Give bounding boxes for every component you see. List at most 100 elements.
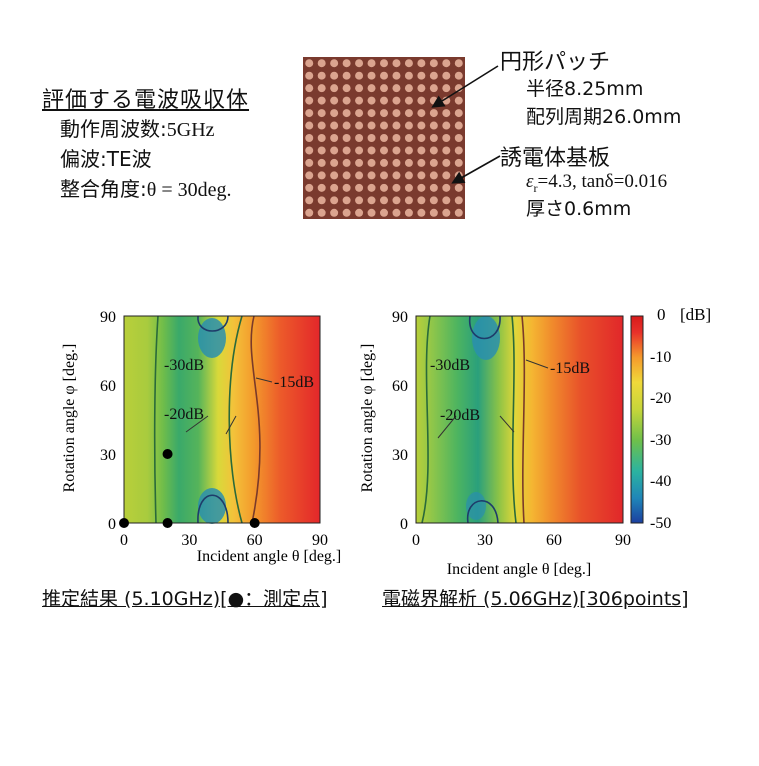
patch-title: 円形パッチ bbox=[500, 50, 611, 75]
circular-patch bbox=[367, 59, 376, 68]
circular-patch bbox=[404, 59, 413, 68]
circular-patch bbox=[342, 134, 351, 142]
x-tick-label: 90 bbox=[312, 532, 328, 549]
absorber-title: 評価する電波吸収体 bbox=[42, 88, 250, 113]
substrate-epsilon: εr=4.3, tanδ=0.016 bbox=[526, 168, 667, 202]
circular-patch bbox=[442, 134, 451, 142]
circular-patch bbox=[417, 109, 426, 118]
circular-patch bbox=[392, 196, 401, 205]
circular-patch bbox=[367, 84, 376, 93]
circular-patch bbox=[380, 84, 388, 93]
contour-label-20db: -20dB bbox=[164, 406, 204, 423]
y-tick-label: 60 bbox=[392, 378, 408, 395]
circular-patch bbox=[442, 84, 451, 93]
contour-label-30db: -30dB bbox=[164, 357, 204, 374]
absorber-photo bbox=[303, 57, 465, 219]
y-tick-label: 90 bbox=[100, 309, 116, 326]
circular-patch bbox=[342, 109, 351, 118]
circular-patch bbox=[330, 196, 339, 205]
circular-patch bbox=[454, 208, 463, 217]
x-tick-label: 0 bbox=[120, 532, 128, 549]
circular-patch bbox=[404, 208, 413, 217]
circular-patch bbox=[442, 183, 451, 192]
circular-patch bbox=[404, 71, 413, 80]
circular-patch bbox=[380, 146, 388, 155]
circular-patch bbox=[429, 59, 438, 68]
circular-patch bbox=[367, 158, 376, 167]
circular-patch bbox=[429, 183, 438, 192]
circular-patch bbox=[404, 109, 413, 118]
circular-patch bbox=[317, 208, 326, 217]
caption-estimated: 推定結果 (5.10GHz)[●：測定点] bbox=[42, 588, 328, 610]
circular-patch bbox=[367, 183, 376, 192]
circular-patch bbox=[355, 121, 364, 130]
heatmap-field bbox=[416, 316, 623, 523]
circular-patch bbox=[355, 171, 364, 180]
patch-period: 配列周期26.0mm bbox=[526, 106, 682, 128]
circular-patch bbox=[367, 146, 376, 155]
epsilon-value: =4.3, tanδ=0.016 bbox=[537, 171, 668, 192]
matching-angle-value: θ = 30deg. bbox=[146, 179, 232, 201]
circular-patch bbox=[342, 146, 351, 155]
frequency-line: 動作周波数:5GHz bbox=[60, 116, 215, 144]
circular-patch bbox=[392, 71, 401, 80]
patch-arrow bbox=[431, 65, 499, 108]
circular-patch bbox=[454, 71, 463, 80]
circular-patch bbox=[429, 109, 438, 118]
polarization-line: 偏波:TE波 bbox=[60, 146, 152, 173]
circular-patch bbox=[454, 183, 463, 192]
low-region-bottom bbox=[198, 488, 226, 524]
circular-patch bbox=[429, 121, 438, 130]
circular-patch bbox=[317, 121, 326, 130]
measurement-point bbox=[162, 449, 173, 459]
circular-patch bbox=[367, 96, 376, 105]
circular-patch bbox=[404, 171, 413, 180]
circular-patch bbox=[442, 208, 451, 217]
caption-simulated: 電磁界解析 (5.06GHz)[306points] bbox=[382, 588, 689, 610]
circular-patch bbox=[305, 196, 314, 205]
circular-patch bbox=[442, 146, 451, 155]
circular-patch bbox=[342, 84, 351, 93]
circular-patch bbox=[305, 71, 314, 80]
circular-patch bbox=[330, 146, 339, 155]
circular-patch bbox=[392, 146, 401, 155]
circular-patch bbox=[417, 158, 426, 167]
y-tick-label: 30 bbox=[100, 447, 116, 464]
circular-patch bbox=[380, 208, 388, 217]
contour-15db bbox=[521, 315, 526, 524]
circular-patch bbox=[355, 84, 364, 93]
circular-patch bbox=[417, 121, 426, 130]
circular-patch bbox=[417, 196, 426, 205]
x-tick-label: 60 bbox=[247, 532, 263, 549]
circular-patch bbox=[380, 121, 388, 130]
circular-patch bbox=[355, 196, 364, 205]
measurement-point bbox=[249, 518, 260, 528]
circular-patch bbox=[367, 171, 376, 180]
circular-patch bbox=[367, 71, 376, 80]
circular-patch bbox=[404, 84, 413, 93]
circular-patch bbox=[429, 208, 438, 217]
circular-patch bbox=[404, 96, 413, 105]
circular-patch bbox=[355, 71, 364, 80]
circular-patch bbox=[355, 134, 364, 142]
heatmap-chart-estimated: -30dB -20dB -15dB Incident angle θ [deg.… bbox=[61, 309, 341, 565]
circular-patch bbox=[404, 121, 413, 130]
circular-patch bbox=[342, 121, 351, 130]
epsilon-subscript: r bbox=[533, 180, 538, 195]
circular-patch bbox=[355, 96, 364, 105]
circular-patch bbox=[417, 183, 426, 192]
circular-patch bbox=[429, 84, 438, 93]
colorbar-tick-10: -10 bbox=[650, 349, 671, 366]
circular-patch bbox=[330, 158, 339, 167]
circular-patch bbox=[404, 146, 413, 155]
circular-patch bbox=[454, 59, 463, 68]
circular-patch bbox=[454, 134, 463, 142]
circular-patch bbox=[454, 96, 463, 105]
contour-label-20db: -20dB bbox=[440, 407, 480, 424]
y-axis-label: Rotation angle φ [deg.] bbox=[61, 344, 78, 493]
label-leader-15db bbox=[525, 359, 549, 369]
x-axis-label: Incident angle θ [deg.] bbox=[447, 561, 592, 578]
colorbar-unit: [dB] bbox=[680, 305, 711, 324]
circular-patch bbox=[417, 96, 426, 105]
circular-patch bbox=[330, 208, 339, 217]
